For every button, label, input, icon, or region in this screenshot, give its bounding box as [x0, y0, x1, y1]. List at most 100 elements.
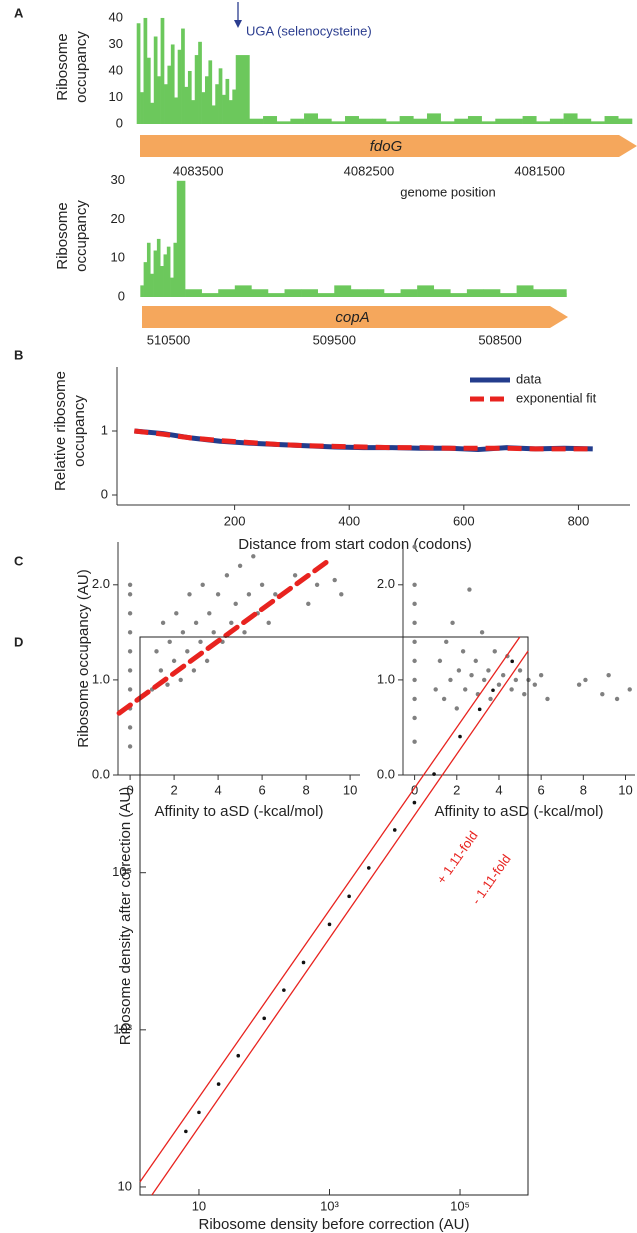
- point: [432, 772, 436, 776]
- y-axis-label: occupancy: [73, 31, 90, 103]
- coverage-bar: [276, 121, 291, 124]
- point: [127, 592, 133, 597]
- coverage-bar: [228, 100, 233, 124]
- coverage-bar: [146, 57, 151, 124]
- point: [233, 601, 238, 607]
- point: [496, 682, 502, 687]
- point: [469, 672, 474, 678]
- gene-label: fdoG: [370, 138, 403, 155]
- point: [606, 672, 611, 678]
- point: [412, 639, 417, 645]
- coverage-bar: [225, 78, 230, 124]
- x-axis-label: Affinity to aSD (-kcal/mol): [435, 803, 604, 820]
- y-tick-label: 1: [101, 422, 108, 437]
- coverage-bar: [383, 293, 401, 297]
- panel-letter: C: [14, 553, 24, 568]
- point: [412, 696, 417, 702]
- point: [180, 630, 186, 635]
- coverage-bar: [372, 118, 387, 124]
- point: [454, 706, 459, 711]
- point: [517, 668, 523, 673]
- coverage-bar: [440, 121, 455, 124]
- point: [185, 649, 190, 654]
- point: [412, 677, 417, 683]
- x-axis-label: Affinity to aSD (-kcal/mol): [155, 803, 324, 820]
- coverage-bar: [317, 118, 332, 124]
- coverage-bar: [400, 289, 418, 297]
- point: [458, 734, 462, 739]
- coverage-bar: [284, 289, 302, 297]
- y-axis-label: Relative ribosome: [52, 371, 69, 491]
- coverage-bar: [290, 118, 305, 124]
- fold-label: + 1.11-fold: [434, 828, 481, 886]
- point: [314, 582, 320, 587]
- coverage-bar: [156, 238, 161, 297]
- point: [441, 696, 447, 702]
- x-tick-label: 509500: [313, 332, 356, 347]
- point: [460, 649, 466, 654]
- coverage-bar: [201, 92, 206, 124]
- point: [301, 960, 306, 965]
- coverage-bar: [211, 105, 216, 124]
- y-tick-label: 30: [109, 36, 123, 51]
- x-tick-label: 0: [126, 782, 133, 797]
- coverage-bar: [454, 118, 469, 124]
- point: [463, 687, 468, 692]
- point: [412, 601, 417, 607]
- coverage-bar: [358, 118, 373, 124]
- point: [171, 658, 177, 664]
- coverage-bar: [208, 60, 213, 124]
- x-tick-label: 10: [618, 782, 632, 797]
- y-tick-label: 1.0: [92, 671, 110, 686]
- coverage-bar: [301, 289, 318, 297]
- coverage-bar: [466, 289, 484, 297]
- point: [433, 687, 438, 692]
- point: [532, 682, 538, 687]
- x-axis-label: Ribosome density before correction (AU): [199, 1216, 470, 1233]
- legend-label: data: [516, 371, 542, 386]
- point: [282, 988, 286, 992]
- y-axis-label: Ribosome occupancy (AU): [75, 569, 92, 747]
- coverage-bar: [317, 293, 335, 297]
- point: [204, 658, 210, 664]
- x-axis-label: genome position: [400, 184, 495, 199]
- point: [224, 573, 230, 578]
- point: [174, 611, 179, 616]
- point: [479, 630, 485, 635]
- coverage-bar: [549, 118, 564, 124]
- coverage-bar: [413, 118, 428, 124]
- coverage-bar: [533, 289, 551, 297]
- point: [197, 1110, 201, 1115]
- coverage-bar: [232, 89, 237, 124]
- point: [207, 611, 212, 616]
- point: [486, 668, 491, 673]
- x-tick-label: 10⁵: [450, 1198, 470, 1213]
- point: [229, 620, 234, 626]
- point: [614, 696, 620, 702]
- coverage-bar: [218, 68, 223, 124]
- fold-line: [151, 650, 529, 1196]
- y-tick-label: 10: [118, 1178, 132, 1193]
- point: [236, 1053, 241, 1058]
- coverage-bar: [500, 293, 517, 297]
- x-tick-label: 4082500: [344, 163, 395, 178]
- point: [456, 668, 462, 673]
- coverage-bar: [181, 28, 185, 125]
- y-tick-label: 40: [109, 9, 123, 24]
- point: [347, 894, 351, 899]
- coverage-bar: [235, 55, 250, 125]
- y-tick-label: 0: [118, 288, 125, 303]
- y-tick-label: 10⁵: [112, 864, 132, 879]
- x-tick-label: 8: [580, 782, 587, 797]
- coverage-bar: [549, 289, 567, 297]
- y-tick-label: 0.0: [92, 766, 110, 781]
- point: [127, 582, 133, 587]
- y-tick-label: 2.0: [377, 576, 395, 591]
- y-tick-label: 1.0: [377, 671, 395, 686]
- coverage-bar: [433, 289, 451, 297]
- coverage-bar: [166, 246, 171, 297]
- point: [266, 620, 271, 626]
- coverage-bar: [170, 44, 175, 124]
- point: [482, 677, 487, 683]
- point: [412, 582, 417, 587]
